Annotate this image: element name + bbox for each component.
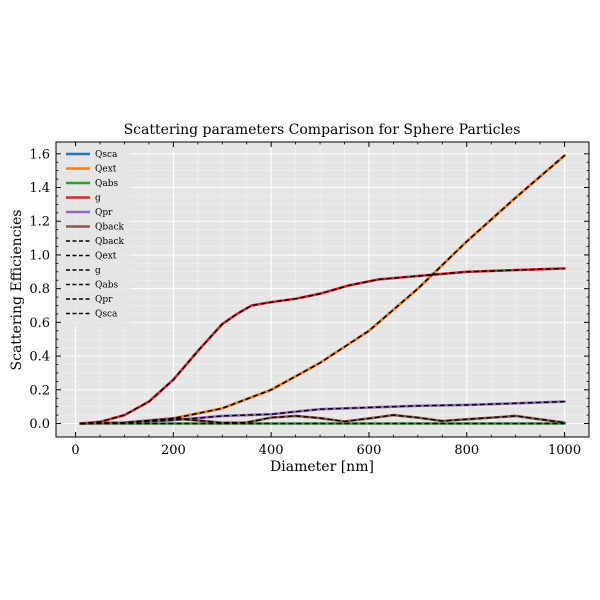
legend-label-g: g [95, 194, 101, 204]
legend-label-qback-dashed: Qback [95, 237, 125, 247]
plot-background [56, 142, 589, 437]
y-tick-label: 1.4 [29, 181, 50, 196]
x-tick-label: 400 [259, 443, 284, 458]
y-tick-label: 0.2 [29, 383, 50, 398]
ticks: 0 200 400 600 800 1000 0.0 0.2 0.4 0.6 0.8 1.0 1.2 1.… [29, 142, 589, 458]
x-tick-label: 0 [71, 443, 79, 458]
x-tick-label: 200 [161, 443, 186, 458]
x-tick-label: 600 [357, 443, 382, 458]
series-line-qback-dashed [80, 414, 565, 425]
legend-label-qpr-dashed: Qpr [95, 295, 113, 305]
legend-box [62, 146, 130, 326]
plot-frame [55, 141, 590, 438]
series-line-qsca-dashed [80, 154, 566, 425]
legend-label-qsca: Qsca [95, 150, 118, 160]
legend-label-qext: Qext [95, 165, 117, 175]
series-layer [79, 154, 566, 425]
grid [56, 142, 589, 437]
legend-label-qpr: Qpr [95, 208, 113, 218]
y-tick-label: 1.2 [29, 215, 50, 230]
legend-label-g-dashed: g [95, 266, 101, 276]
series-line-qpr-dashed [80, 400, 565, 425]
x-tick-label: 800 [454, 443, 479, 458]
y-tick-label: 1.6 [29, 147, 50, 162]
y-tick-label: 0.4 [29, 350, 50, 365]
y-tick-label: 0.8 [29, 282, 50, 297]
x-axis-title: Diameter [nm] [270, 459, 374, 475]
legend-label-qback: Qback [95, 223, 125, 233]
series-line-g-dashed [80, 267, 565, 425]
legend-label-qext-dashed: Qext [95, 252, 117, 262]
legend-label-qabs: Qabs [95, 179, 119, 189]
y-tick-label: 0.0 [29, 417, 50, 432]
chart-title: Scattering parameters Comparison for Sph… [124, 122, 521, 138]
x-tick-label: 1000 [548, 443, 581, 458]
y-tick-label: 0.6 [29, 316, 50, 331]
legend-label-qabs-dashed: Qabs [95, 281, 119, 291]
y-tick-label: 1.0 [29, 248, 50, 263]
y-axis-title: Scattering Efficiencies [9, 210, 25, 371]
legend: Qsca Qext Qabs g Qpr Qback Qback Qext g Qabs Qpr Qs… [62, 146, 130, 326]
legend-label-qsca-dashed: Qsca [95, 310, 118, 320]
